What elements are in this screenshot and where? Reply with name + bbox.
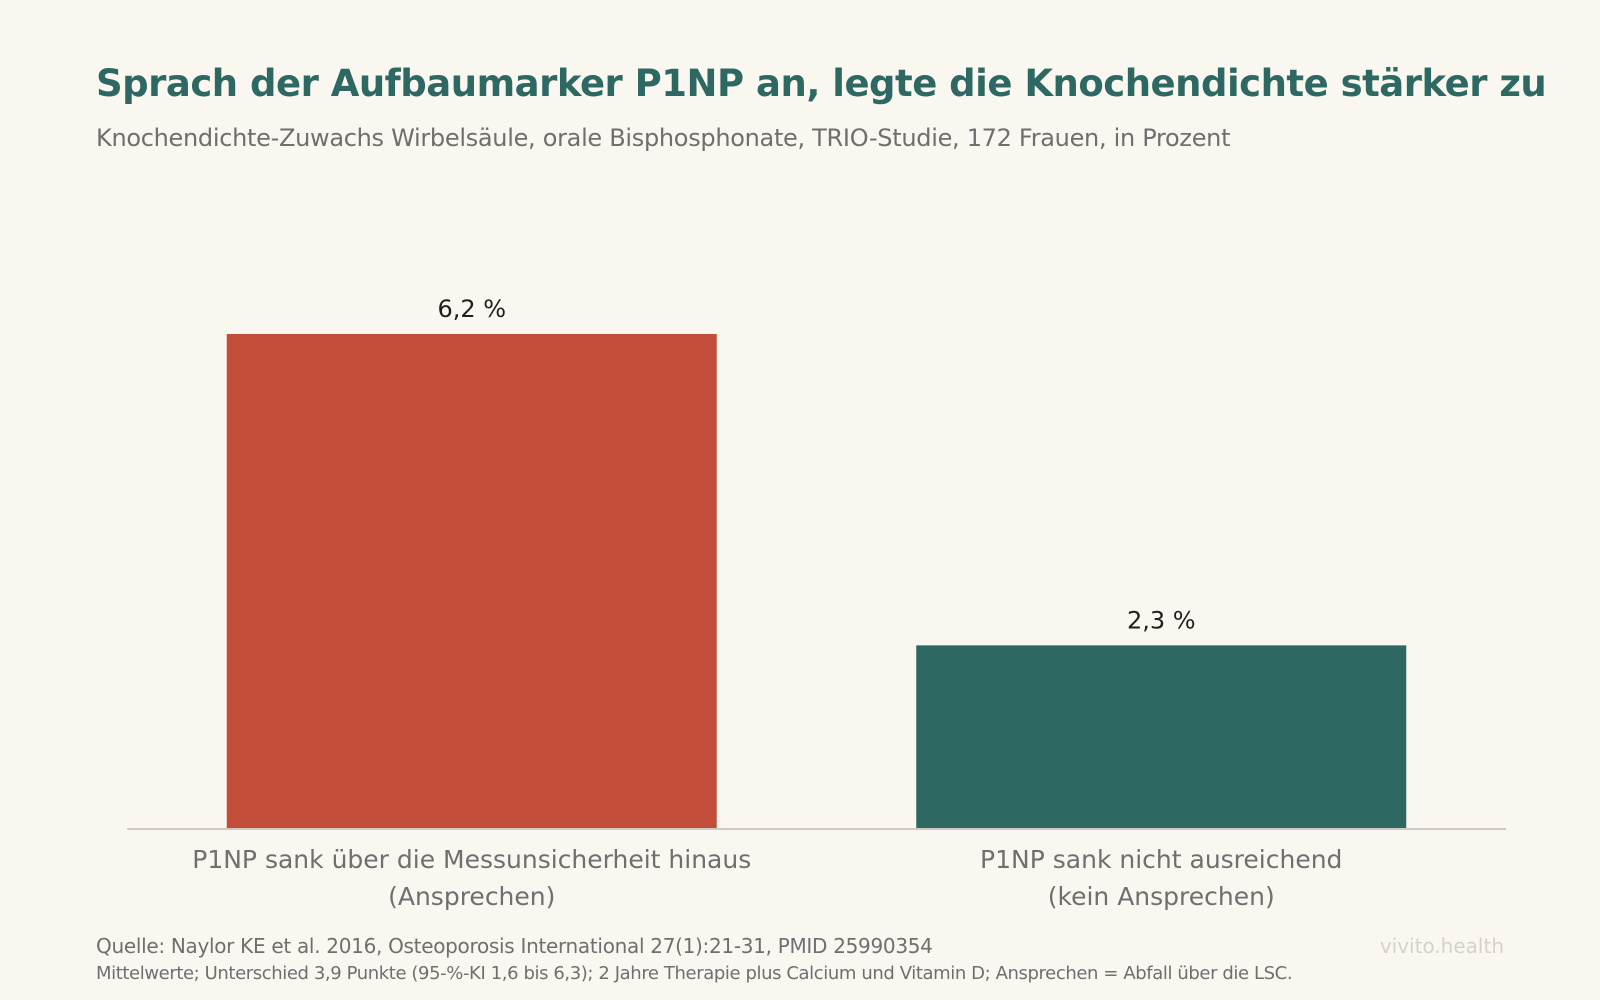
source-note: Quelle: Naylor KE et al. 2016, Osteoporo… <box>96 934 933 958</box>
data-label-1: 6,2 % <box>437 295 506 323</box>
category-label-1-line-2: (Ansprechen) <box>388 882 555 911</box>
brand-mark: vivito.health <box>1379 934 1504 958</box>
bar-2 <box>916 645 1407 829</box>
data-label-2: 2,3 % <box>1127 606 1196 634</box>
category-label-2-line-2: (kein Ansprechen) <box>1048 882 1275 911</box>
chart-title: Sprach der Aufbaumarker P1NP an, legte d… <box>96 62 1547 105</box>
category-label-2-line-1: P1NP sank nicht ausreichend <box>980 845 1342 874</box>
method-note: Mittelwerte; Unterschied 3,9 Punkte (95-… <box>96 963 1293 984</box>
bar-1 <box>226 334 717 829</box>
chart-subtitle: Knochendichte-Zuwachs Wirbelsäule, orale… <box>96 124 1231 152</box>
category-label-1-line-1: P1NP sank über die Messunsicherheit hina… <box>192 845 751 874</box>
